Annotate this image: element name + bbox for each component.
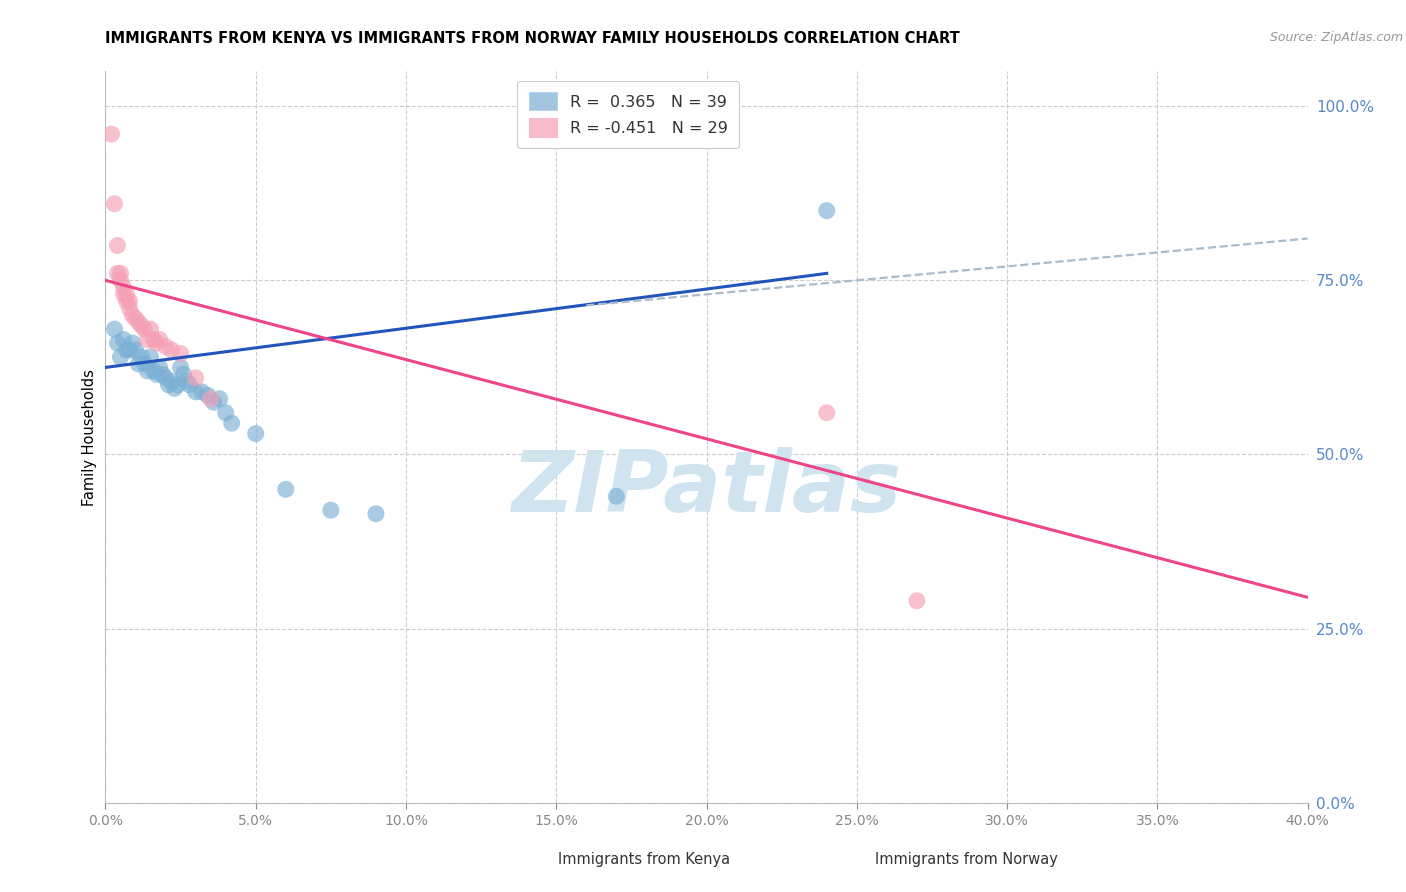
Point [184, 371, 207, 385]
Point [115, 294, 138, 309]
Point [142, 364, 165, 378]
Point [139, 350, 162, 364]
Point [160, 375, 183, 389]
Point [202, 395, 225, 409]
Point [118, 343, 141, 357]
Point [605, 489, 627, 503]
Point [107, 266, 129, 280]
Point [136, 333, 159, 347]
Point [319, 503, 342, 517]
Point [115, 287, 138, 301]
Point [184, 384, 207, 399]
Point [221, 416, 243, 430]
Point [274, 483, 297, 497]
Point [163, 381, 186, 395]
Point [124, 343, 146, 357]
Point [815, 406, 838, 420]
Point [112, 287, 135, 301]
Point [208, 392, 231, 406]
Point [173, 368, 195, 382]
Point [815, 203, 838, 218]
Text: Immigrants from Kenya: Immigrants from Kenya [558, 853, 730, 867]
Point [169, 360, 191, 375]
Text: Source: ZipAtlas.com: Source: ZipAtlas.com [1270, 31, 1403, 45]
Point [160, 343, 183, 357]
Point [110, 266, 132, 280]
Point [214, 406, 236, 420]
Point [364, 507, 387, 521]
Point [152, 368, 174, 382]
Text: Immigrants from Norway: Immigrants from Norway [875, 853, 1057, 867]
Point [245, 426, 267, 441]
Point [131, 350, 153, 364]
Point [157, 377, 180, 392]
Y-axis label: Family Households: Family Households [82, 368, 97, 506]
Point [134, 357, 156, 371]
Point [136, 364, 159, 378]
Point [190, 384, 212, 399]
Point [107, 238, 129, 252]
Point [145, 368, 167, 382]
Point [134, 322, 156, 336]
Legend: R =  0.365   N = 39, R = -0.451   N = 29: R = 0.365 N = 39, R = -0.451 N = 29 [517, 81, 740, 148]
Point [112, 333, 135, 347]
Point [169, 346, 191, 360]
Point [112, 280, 135, 294]
Point [110, 273, 132, 287]
Point [142, 333, 165, 347]
Point [179, 377, 201, 392]
Point [115, 343, 138, 357]
Point [118, 294, 141, 309]
Point [148, 360, 170, 375]
Point [155, 371, 177, 385]
Point [118, 301, 141, 316]
Point [121, 308, 143, 322]
Text: ZIPatlas: ZIPatlas [512, 447, 901, 530]
Point [905, 594, 928, 608]
Point [100, 127, 122, 141]
Point [155, 339, 177, 353]
Point [107, 336, 129, 351]
Point [139, 322, 162, 336]
Point [131, 318, 153, 333]
Point [128, 357, 150, 371]
Point [145, 336, 167, 351]
Point [148, 333, 170, 347]
Point [103, 322, 125, 336]
Point [103, 196, 125, 211]
Point [200, 392, 222, 406]
Point [176, 375, 198, 389]
Point [110, 350, 132, 364]
Point [128, 315, 150, 329]
Point [197, 388, 219, 402]
Point [124, 311, 146, 326]
Point [121, 336, 143, 351]
Point [166, 377, 188, 392]
Text: IMMIGRANTS FROM KENYA VS IMMIGRANTS FROM NORWAY FAMILY HOUSEHOLDS CORRELATION CH: IMMIGRANTS FROM KENYA VS IMMIGRANTS FROM… [105, 31, 960, 46]
